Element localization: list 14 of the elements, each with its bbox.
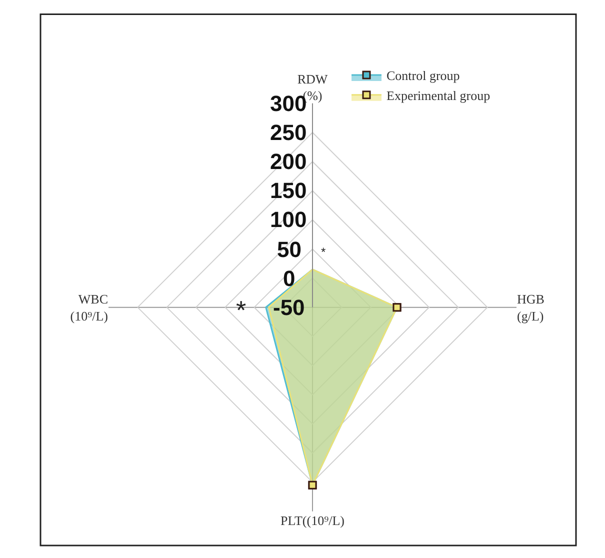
text: *: [321, 245, 326, 259]
y-tick-label: 200: [270, 149, 307, 174]
y-tick-label: 150: [270, 178, 307, 203]
y-tick-label: 250: [270, 120, 307, 145]
y-tick-label: 100: [270, 207, 307, 232]
y-tick-label: -50: [273, 295, 305, 320]
y-tick-label: 0: [283, 266, 296, 291]
text: *: [236, 295, 246, 325]
spoke-label: HGB (g/L): [517, 291, 545, 324]
spoke-label: PLT((10⁹/L): [280, 512, 344, 528]
legend-label: Experimental group: [386, 88, 490, 103]
spoke-label: WBC (10⁹/L): [70, 291, 108, 324]
legend-label: Control group: [386, 68, 460, 84]
y-tick-label: 50: [277, 237, 302, 262]
